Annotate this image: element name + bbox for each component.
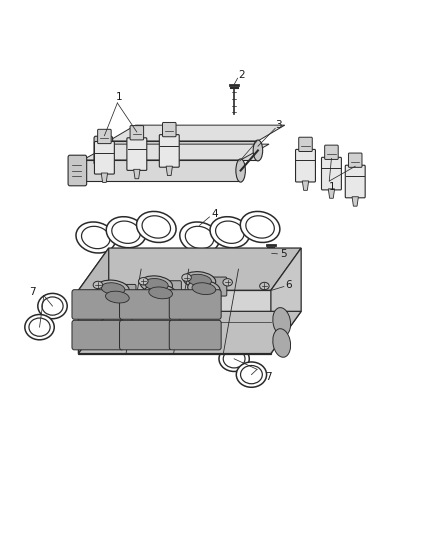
Ellipse shape — [29, 318, 50, 336]
Ellipse shape — [93, 281, 102, 289]
FancyBboxPatch shape — [159, 135, 179, 167]
Polygon shape — [78, 248, 109, 353]
Ellipse shape — [223, 350, 245, 368]
Ellipse shape — [273, 308, 290, 336]
Polygon shape — [271, 248, 301, 353]
Ellipse shape — [101, 282, 125, 295]
Ellipse shape — [223, 279, 233, 286]
FancyBboxPatch shape — [299, 137, 312, 151]
Text: 6: 6 — [285, 280, 292, 290]
FancyBboxPatch shape — [169, 290, 221, 319]
Ellipse shape — [38, 293, 67, 319]
FancyBboxPatch shape — [162, 123, 176, 137]
Ellipse shape — [112, 221, 140, 244]
Polygon shape — [134, 169, 140, 179]
Polygon shape — [109, 125, 285, 141]
Ellipse shape — [253, 140, 263, 161]
Ellipse shape — [184, 272, 215, 289]
Polygon shape — [101, 173, 108, 182]
Ellipse shape — [188, 274, 212, 286]
Polygon shape — [78, 311, 301, 353]
Ellipse shape — [138, 278, 148, 285]
FancyBboxPatch shape — [99, 285, 136, 303]
FancyBboxPatch shape — [144, 281, 181, 300]
Polygon shape — [328, 189, 335, 198]
FancyBboxPatch shape — [98, 130, 111, 143]
FancyBboxPatch shape — [296, 149, 315, 182]
Polygon shape — [83, 160, 240, 181]
Ellipse shape — [219, 346, 249, 372]
Ellipse shape — [273, 329, 290, 357]
Ellipse shape — [185, 227, 214, 249]
Text: 5: 5 — [280, 249, 286, 259]
Ellipse shape — [76, 222, 116, 253]
FancyBboxPatch shape — [325, 145, 338, 159]
Ellipse shape — [145, 284, 177, 302]
FancyBboxPatch shape — [72, 290, 124, 319]
Ellipse shape — [142, 216, 170, 238]
Ellipse shape — [97, 280, 129, 297]
Ellipse shape — [81, 227, 110, 249]
Polygon shape — [352, 197, 358, 206]
Ellipse shape — [215, 221, 244, 244]
FancyBboxPatch shape — [169, 320, 221, 350]
Ellipse shape — [240, 366, 262, 384]
FancyBboxPatch shape — [68, 155, 87, 186]
Text: 4: 4 — [212, 209, 218, 219]
Ellipse shape — [106, 291, 129, 303]
Ellipse shape — [246, 216, 274, 238]
Text: 1: 1 — [115, 92, 122, 102]
FancyBboxPatch shape — [120, 290, 171, 319]
FancyBboxPatch shape — [130, 126, 144, 140]
Ellipse shape — [260, 282, 269, 290]
Ellipse shape — [137, 212, 176, 243]
Ellipse shape — [236, 362, 267, 387]
Polygon shape — [166, 166, 173, 175]
Polygon shape — [78, 290, 271, 353]
Ellipse shape — [106, 217, 146, 248]
Ellipse shape — [149, 287, 173, 299]
Polygon shape — [109, 141, 258, 160]
Ellipse shape — [210, 217, 250, 248]
Ellipse shape — [236, 159, 245, 182]
Polygon shape — [302, 181, 309, 190]
Text: 7: 7 — [29, 287, 35, 297]
Text: 1: 1 — [329, 182, 336, 192]
FancyBboxPatch shape — [94, 136, 113, 165]
Text: 2: 2 — [239, 70, 245, 80]
Ellipse shape — [188, 280, 220, 297]
FancyBboxPatch shape — [72, 320, 124, 350]
FancyBboxPatch shape — [95, 141, 114, 174]
Ellipse shape — [192, 282, 216, 295]
Ellipse shape — [140, 276, 173, 293]
FancyBboxPatch shape — [127, 138, 147, 171]
FancyBboxPatch shape — [349, 153, 362, 167]
Text: 3: 3 — [276, 120, 282, 130]
Ellipse shape — [180, 222, 219, 253]
FancyBboxPatch shape — [190, 277, 227, 296]
FancyBboxPatch shape — [321, 157, 341, 190]
FancyBboxPatch shape — [345, 165, 365, 198]
Polygon shape — [83, 144, 269, 160]
Ellipse shape — [25, 314, 54, 340]
Ellipse shape — [101, 288, 134, 305]
Polygon shape — [78, 248, 301, 290]
Ellipse shape — [240, 212, 280, 243]
Ellipse shape — [42, 297, 63, 315]
Ellipse shape — [145, 279, 168, 290]
FancyBboxPatch shape — [120, 320, 171, 350]
Ellipse shape — [182, 274, 191, 281]
Text: 7: 7 — [265, 372, 272, 382]
